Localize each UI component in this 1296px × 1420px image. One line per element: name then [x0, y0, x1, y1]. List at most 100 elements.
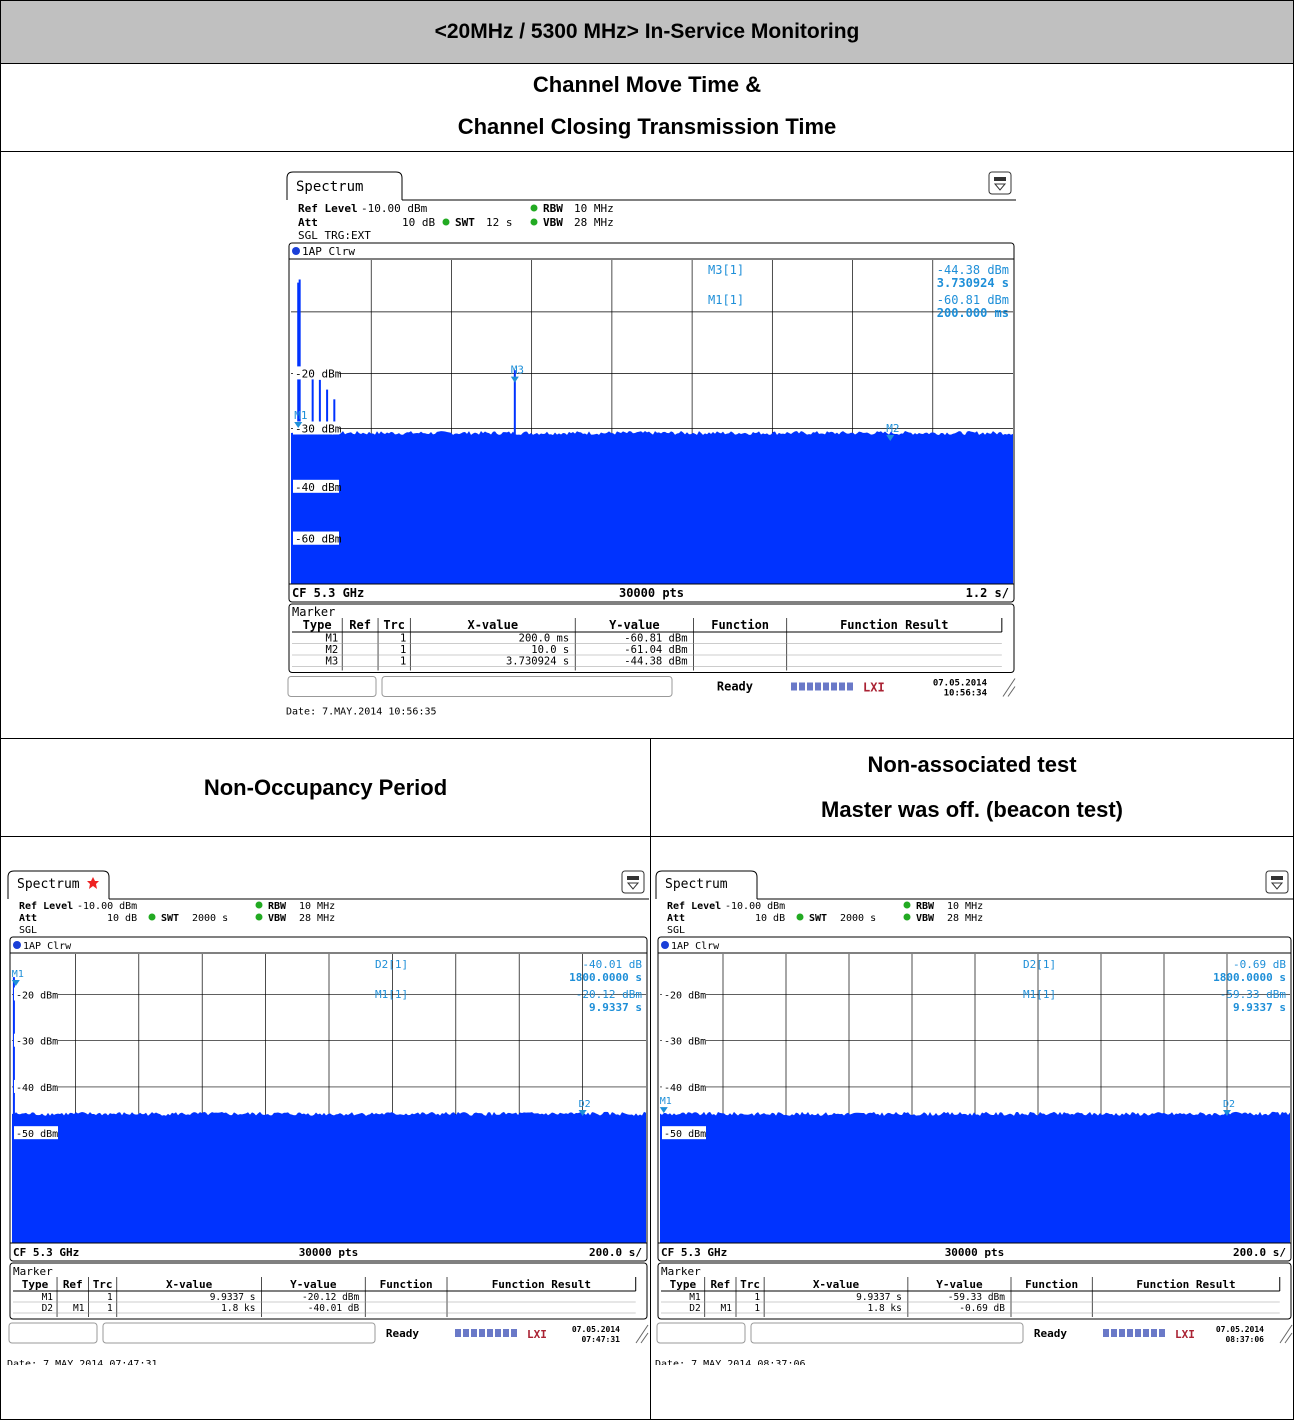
progress-segment	[471, 1329, 477, 1337]
progress-segment	[495, 1329, 501, 1337]
vbw-label: VBW	[916, 913, 935, 924]
progress-segment	[791, 682, 797, 691]
section-title-line1: Channel Move Time &	[532, 72, 762, 97]
swt-indicator-icon	[442, 218, 450, 226]
progress-segment	[503, 1329, 509, 1337]
swt-label: SWT	[809, 913, 827, 924]
progress-segment	[815, 682, 821, 691]
plot-marker-label: M2	[886, 422, 899, 435]
marker-cell: D2	[689, 1303, 700, 1314]
att-value: 10 dB	[755, 913, 785, 924]
marker-cell: 1	[754, 1292, 760, 1303]
marker-cell: M1	[326, 633, 339, 645]
y-tick-bg	[293, 366, 339, 380]
rbw-indicator-icon	[255, 901, 263, 909]
progress-segment	[1103, 1329, 1109, 1337]
readout-time: 1800.0000 s	[569, 971, 642, 984]
menu-icon-bar	[1271, 876, 1283, 880]
trace-noise-floor	[12, 1111, 646, 1243]
marker-cell: 10.0 s	[531, 644, 569, 656]
tab-label[interactable]: Spectrum	[296, 179, 363, 195]
report-title: <20MHz / 5300 MHz> In-Service Monitoring	[434, 20, 860, 43]
att-label: Att	[298, 216, 318, 229]
section-title-line1: Non-associated test	[867, 752, 1077, 777]
trace-noise-floor	[660, 1111, 1290, 1243]
vbw-value: 28 MHz	[299, 913, 335, 924]
y-tick-label: -40 dBm	[664, 1083, 706, 1094]
vbw-value: 28 MHz	[574, 216, 614, 229]
menu-dropdown-icon[interactable]	[621, 870, 645, 894]
trace-indicator-icon	[661, 941, 669, 949]
ref-level-label: Ref Level	[667, 901, 721, 912]
marker-column-header: Type	[303, 618, 332, 632]
sweep-mode: SGL	[667, 925, 685, 936]
rbw-value: 10 MHz	[947, 901, 983, 912]
menu-icon-arrow	[993, 183, 1007, 191]
trace-label: 1AP Clrw	[671, 941, 720, 952]
ref-level-value: -10.00 dBm	[361, 202, 428, 215]
resize-grip-icon[interactable]	[1279, 1324, 1293, 1344]
plot-marker-label: M3	[511, 364, 524, 377]
swt-indicator-icon	[148, 913, 156, 921]
tab-label[interactable]: Spectrum	[17, 877, 80, 892]
rbw-label: RBW	[268, 901, 287, 912]
tab-spectrum[interactable]: Spectrum	[296, 179, 363, 195]
section-title: Non-Occupancy Period	[203, 775, 448, 800]
marker-cell: 1	[754, 1303, 760, 1314]
marker-cell: M1	[689, 1292, 701, 1303]
y-tick-bg	[14, 1033, 58, 1047]
trace-label: 1AP Clrw	[23, 941, 72, 952]
tab-label[interactable]: Spectrum	[665, 877, 728, 892]
resize-grip-icon[interactable]	[1002, 678, 1016, 697]
ref-level-label: Ref Level	[298, 202, 358, 215]
status-date: 07.05.2014	[933, 679, 988, 689]
status-date: 07.05.2014	[572, 1325, 620, 1334]
readout-value: -59.33 dBm	[1220, 988, 1287, 1001]
plot-marker-label: D2	[1223, 1099, 1235, 1110]
marker-column-header: Function Result	[1136, 1278, 1235, 1291]
menu-icon-arrow	[626, 882, 640, 890]
marker-cell: M2	[326, 644, 339, 656]
ref-level-label: Ref Level	[19, 901, 73, 912]
marker-column-header: Ref	[63, 1278, 83, 1291]
marker-cell: 1	[400, 644, 406, 656]
status-field-left[interactable]	[287, 676, 377, 697]
swt-value: 2000 s	[840, 913, 876, 924]
status-time: 08:37:06	[1225, 1335, 1264, 1344]
y-tick-bg	[293, 479, 339, 493]
rbw-value: 10 MHz	[574, 202, 614, 215]
rbw-indicator-icon	[530, 204, 538, 212]
section-channel-move-body: Spectrum Ref Level -10.00 dBm Att 10 dB SWT 12…	[0, 151, 1294, 739]
section-title-line2: Channel Closing Transmission Time	[457, 114, 837, 139]
y-tick-label: -20 dBm	[16, 990, 58, 1001]
marker-cell: D2	[42, 1303, 53, 1314]
rbw-label: RBW	[916, 901, 935, 912]
readout-name: M1[1]	[375, 988, 408, 1001]
tab-spectrum[interactable]: Spectrum	[665, 877, 728, 892]
vbw-value: 28 MHz	[947, 913, 983, 924]
status-field-message[interactable]	[102, 1322, 376, 1344]
marker-column-header: Function	[1025, 1278, 1078, 1291]
status-field-left[interactable]	[8, 1322, 98, 1344]
marker-table-title: Marker	[13, 1265, 53, 1278]
y-tick-label: -30 dBm	[295, 422, 342, 435]
status-field-left[interactable]	[656, 1322, 746, 1344]
readout-value: -0.69 dB	[1233, 958, 1286, 971]
status-field-message[interactable]	[381, 676, 673, 697]
pin-shape	[87, 877, 99, 889]
swt-indicator-icon	[796, 913, 804, 921]
marker-column-header: X-value	[166, 1278, 213, 1291]
menu-dropdown-icon[interactable]	[1265, 870, 1289, 894]
att-label: Att	[667, 913, 685, 924]
att-value: 10 dB	[402, 216, 435, 229]
menu-dropdown-icon[interactable]	[988, 171, 1012, 195]
status-field-message[interactable]	[750, 1322, 1024, 1344]
marker-column-header: X-value	[813, 1278, 860, 1291]
capture-date: Date: 7.MAY.2014 08:37:06	[655, 1359, 806, 1365]
marker-cell: 1	[400, 656, 406, 668]
menu-icon-bar	[994, 177, 1006, 181]
y-tick-bg	[14, 1079, 58, 1093]
tab-spectrum[interactable]: Spectrum	[17, 877, 80, 892]
resize-grip-icon[interactable]	[635, 1324, 649, 1344]
marker-column-header: Y-value	[290, 1278, 337, 1291]
